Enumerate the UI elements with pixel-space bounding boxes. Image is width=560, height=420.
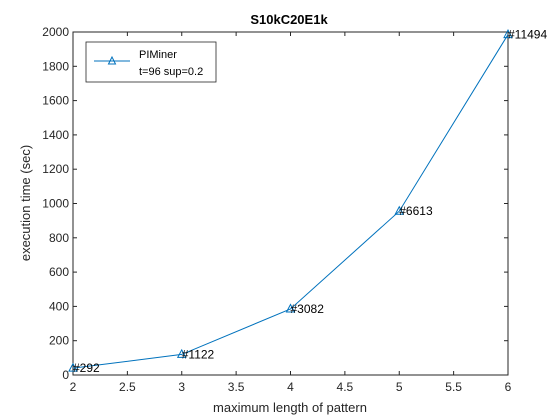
x-axis: 2 2.5 3 3.5 4 4.5 5 5.5 6: [70, 32, 512, 394]
y-axis: 0 200 400 600 800 1000 1200 1400 1600 1800 2000: [42, 25, 508, 382]
x-tick-label: 4.5: [337, 380, 354, 394]
series-line: [72, 34, 509, 369]
y-tick-label: 1600: [42, 94, 69, 108]
x-tick-label: 2: [70, 380, 77, 394]
data-point-marker: [176, 348, 187, 358]
x-tick-label: 2.5: [119, 380, 136, 394]
legend: PIMiner t=96 sup=0.2: [85, 41, 217, 83]
data-point-marker: [503, 29, 513, 39]
y-tick-label: 200: [49, 334, 69, 348]
x-axis-label: maximum length of pattern: [213, 400, 367, 415]
data-point-marker: [285, 303, 296, 313]
y-tick-label: 800: [49, 231, 69, 245]
data-point-marker: [68, 362, 78, 372]
plot-area: [72, 31, 509, 376]
legend-triangle-marker: [107, 55, 117, 65]
chart-title: S10kC20E1k: [250, 12, 328, 27]
x-tick-label: 6: [505, 380, 512, 394]
x-tick-label: 4: [287, 380, 294, 394]
y-tick-label: 0: [62, 368, 69, 382]
data-point-label: #292: [73, 361, 100, 375]
y-tick-label: 1800: [42, 59, 69, 73]
x-tick-label: 5.5: [445, 380, 462, 394]
y-tick-label: 600: [49, 265, 69, 279]
data-point-label: #11494: [508, 28, 547, 42]
y-axis-label: execution time (sec): [18, 145, 33, 261]
data-point-label: #1122: [182, 347, 215, 361]
series-layer: #292 #1122 #3082 #6613 #11494: [68, 28, 547, 375]
legend-series-name: PIMiner: [139, 49, 177, 61]
y-tick-label: 1400: [42, 128, 69, 142]
y-tick-label: 1200: [42, 162, 69, 176]
legend-series-params: t=96 sup=0.2: [139, 66, 203, 78]
data-point-label: #3082: [291, 302, 325, 316]
y-tick-label: 400: [49, 299, 69, 313]
data-point-marker: [394, 205, 405, 215]
y-tick-label: 1000: [42, 197, 69, 211]
x-tick-label: 3: [178, 380, 185, 394]
legend-box: [85, 41, 217, 83]
x-tick-label: 5: [396, 380, 403, 394]
data-point-label: #6613: [399, 204, 433, 218]
x-tick-label: 3.5: [228, 380, 245, 394]
y-tick-label: 2000: [42, 25, 69, 39]
